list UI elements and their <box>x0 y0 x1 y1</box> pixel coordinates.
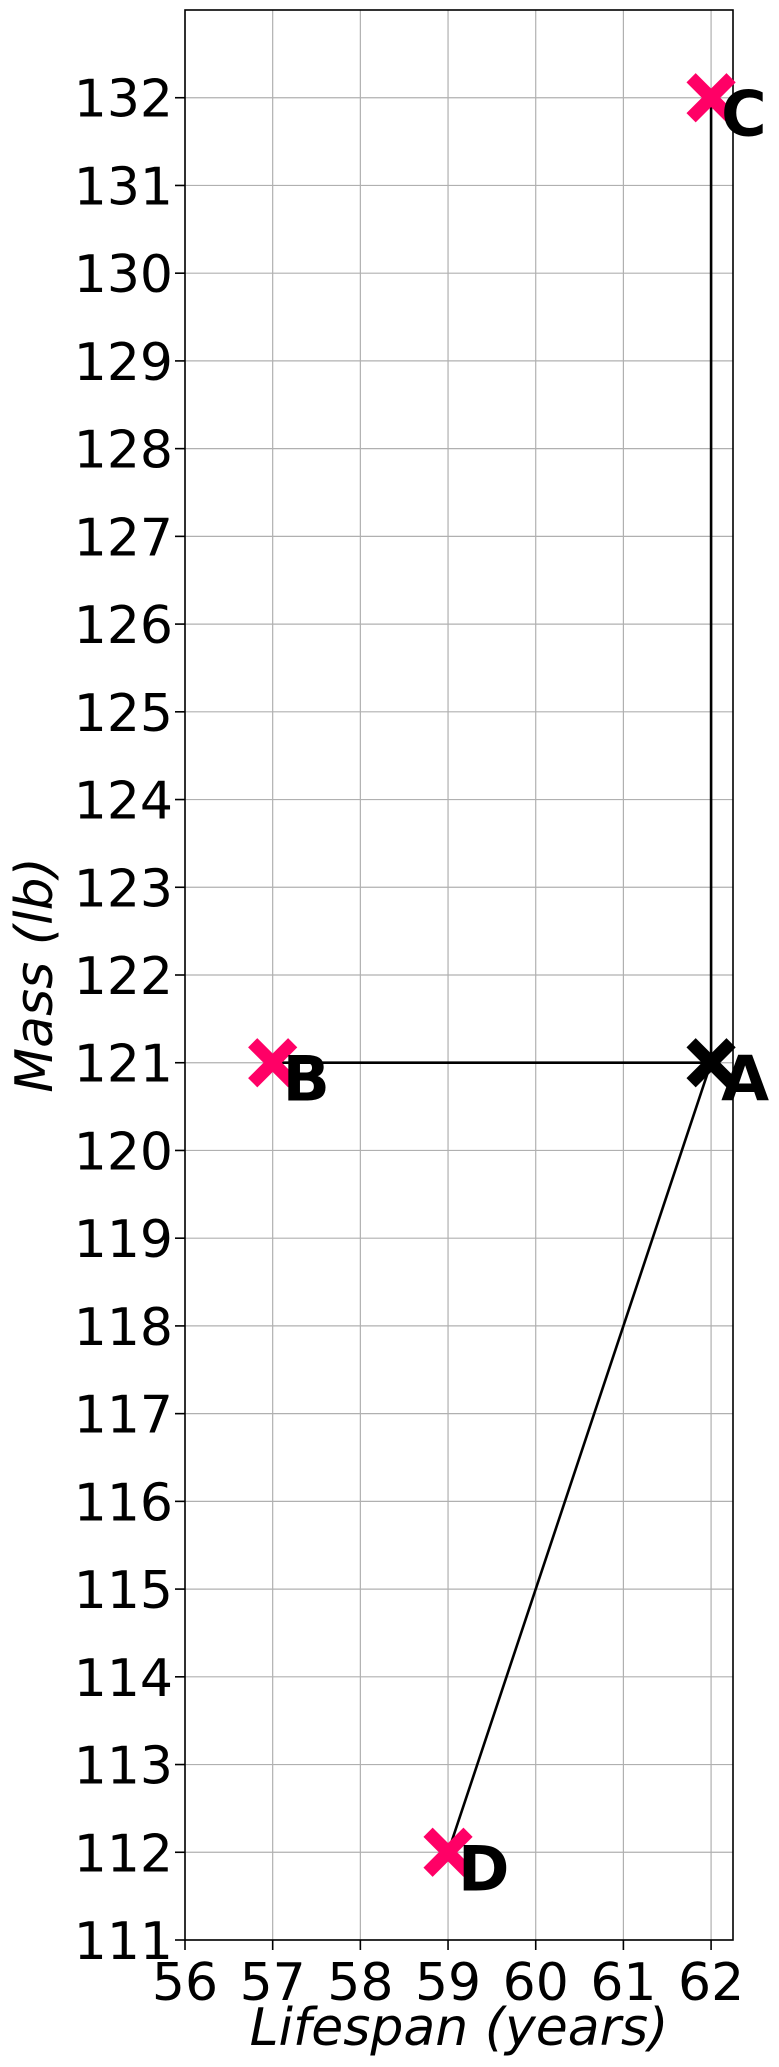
point-marker-B <box>248 1038 298 1088</box>
y-tick-label: 117 <box>74 1386 173 1446</box>
point-label-C: C <box>721 78 767 151</box>
y-tick-label: 114 <box>74 1649 173 1709</box>
y-tick-label: 122 <box>74 947 173 1007</box>
y-tick-label: 111 <box>74 1912 173 1972</box>
point-marker-D <box>423 1827 473 1877</box>
y-tick-label: 131 <box>74 157 173 217</box>
x-tick-label: 61 <box>590 1953 656 2013</box>
x-tick-label: 60 <box>503 1953 569 2013</box>
y-tick-label: 118 <box>74 1298 173 1358</box>
y-tick-label: 125 <box>74 684 173 744</box>
grid <box>184 10 733 1941</box>
connector-line-A-D <box>446 1062 713 1853</box>
y-tick-label: 120 <box>74 1122 173 1182</box>
x-tick-label: 58 <box>327 1953 393 2013</box>
y-tick-label: 115 <box>74 1561 173 1621</box>
y-tick-label: 126 <box>74 596 173 656</box>
x-axis-title: Lifespan (years) <box>250 1998 669 2058</box>
y-tick-label: 116 <box>74 1473 173 1533</box>
point-label-B: B <box>283 1043 330 1116</box>
y-tick-label: 123 <box>74 859 173 919</box>
y-tick-label: 129 <box>74 333 173 393</box>
y-tick-label: 132 <box>74 70 173 130</box>
y-tick-label: 127 <box>74 508 173 568</box>
y-tick-label: 121 <box>74 1035 173 1095</box>
y-tick-label: 124 <box>74 772 173 832</box>
y-tick-label: 119 <box>74 1210 173 1270</box>
x-tick-label: 57 <box>240 1953 306 2013</box>
point-label-D: D <box>458 1832 509 1905</box>
y-tick-label: 112 <box>74 1824 173 1884</box>
data-points <box>248 73 736 1877</box>
y-tick-label: 130 <box>74 245 173 305</box>
point-labels: A B C D <box>283 78 769 1906</box>
axis-ticks: 56 57 58 59 60 61 62 111 112 113 114 115 116 117 118 11… <box>74 70 744 2013</box>
x-tick-label: 56 <box>152 1953 218 2013</box>
y-tick-label: 113 <box>74 1737 173 1797</box>
y-tick-label: 128 <box>74 421 173 481</box>
y-axis-title: Mass (lb) <box>5 857 65 1092</box>
connector-lines <box>272 97 713 1853</box>
point-label-A: A <box>721 1043 769 1116</box>
x-tick-label: 62 <box>678 1953 744 2013</box>
x-tick-label: 59 <box>415 1953 481 2013</box>
point-marker-C <box>686 73 736 123</box>
point-marker-A <box>686 1038 736 1088</box>
